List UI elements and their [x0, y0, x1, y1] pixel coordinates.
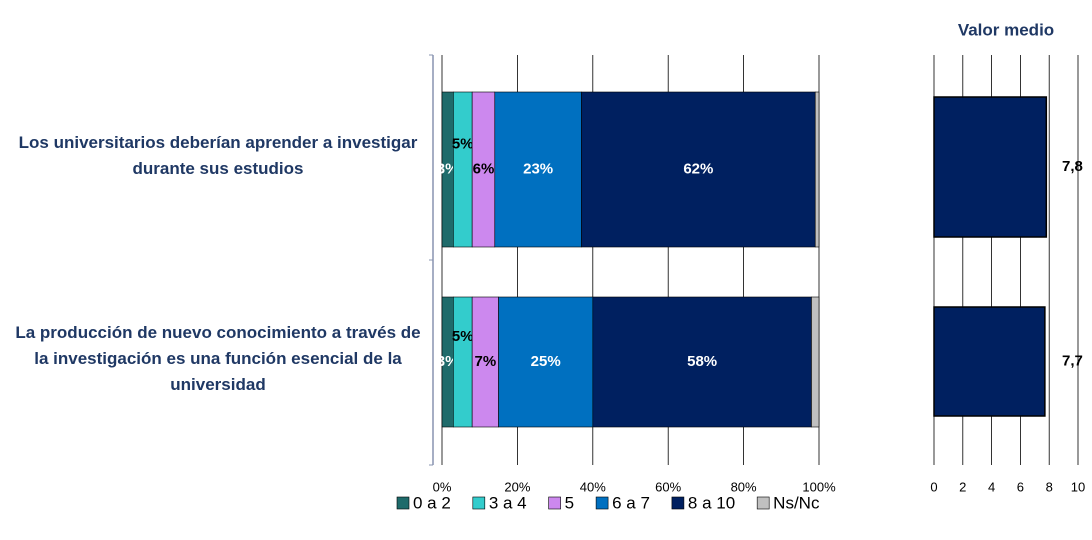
x-tick-label: 10	[1071, 479, 1085, 494]
legend-swatch	[756, 496, 770, 510]
bar-segment	[471, 296, 499, 428]
x-tick-label: 2	[959, 479, 966, 494]
x-tick-label: 20%	[504, 479, 530, 494]
legend-swatch	[396, 496, 410, 510]
data-label: 6%	[473, 160, 495, 177]
bar-segment	[453, 296, 473, 428]
legend-label: 0 a 2	[413, 493, 451, 512]
chart-title: Valor medio	[958, 20, 1054, 39]
data-label: 25%	[531, 353, 561, 370]
data-label: 23%	[523, 160, 553, 177]
data-label: 5%	[452, 135, 474, 152]
data-label: 58%	[687, 353, 717, 370]
x-tick-label: 60%	[655, 479, 681, 494]
category-label: Los universitarios deberían aprender a i…	[18, 133, 418, 178]
bar-segment	[453, 91, 473, 248]
legend-label: 3 a 4	[489, 493, 527, 512]
legend-swatch	[472, 496, 486, 510]
x-tick-label: 8	[1046, 479, 1053, 494]
bar-segment	[494, 91, 582, 248]
bar-segment	[592, 296, 812, 428]
data-label: 7,8	[1062, 158, 1083, 175]
data-label: 7%	[475, 353, 497, 370]
bar	[933, 96, 1048, 238]
bar-segment	[581, 91, 816, 248]
legend-swatch	[671, 496, 685, 510]
bar-segment	[498, 296, 594, 428]
bar-segment	[811, 296, 820, 428]
x-tick-label: 100%	[802, 479, 836, 494]
category-label: La producción de nuevo conocimiento a tr…	[15, 323, 421, 394]
data-label: 62%	[683, 160, 713, 177]
bar	[933, 306, 1046, 417]
legend-label: 6 a 7	[612, 493, 650, 512]
x-tick-label: 4	[988, 479, 995, 494]
legend-swatch	[548, 496, 561, 510]
legend-swatch	[595, 496, 609, 510]
legend-label: 5	[565, 493, 574, 512]
x-tick-label: 40%	[580, 479, 606, 494]
x-tick-label: 0%	[433, 479, 452, 494]
legend-label: 8 a 10	[688, 493, 735, 512]
x-tick-label: 6	[1017, 479, 1024, 494]
data-label: 7,7	[1062, 352, 1083, 369]
x-tick-label: 0	[930, 479, 937, 494]
bar-segment	[814, 91, 820, 248]
x-tick-label: 80%	[731, 479, 757, 494]
legend-label: Ns/Nc	[773, 493, 820, 512]
data-label: 5%	[452, 328, 474, 345]
